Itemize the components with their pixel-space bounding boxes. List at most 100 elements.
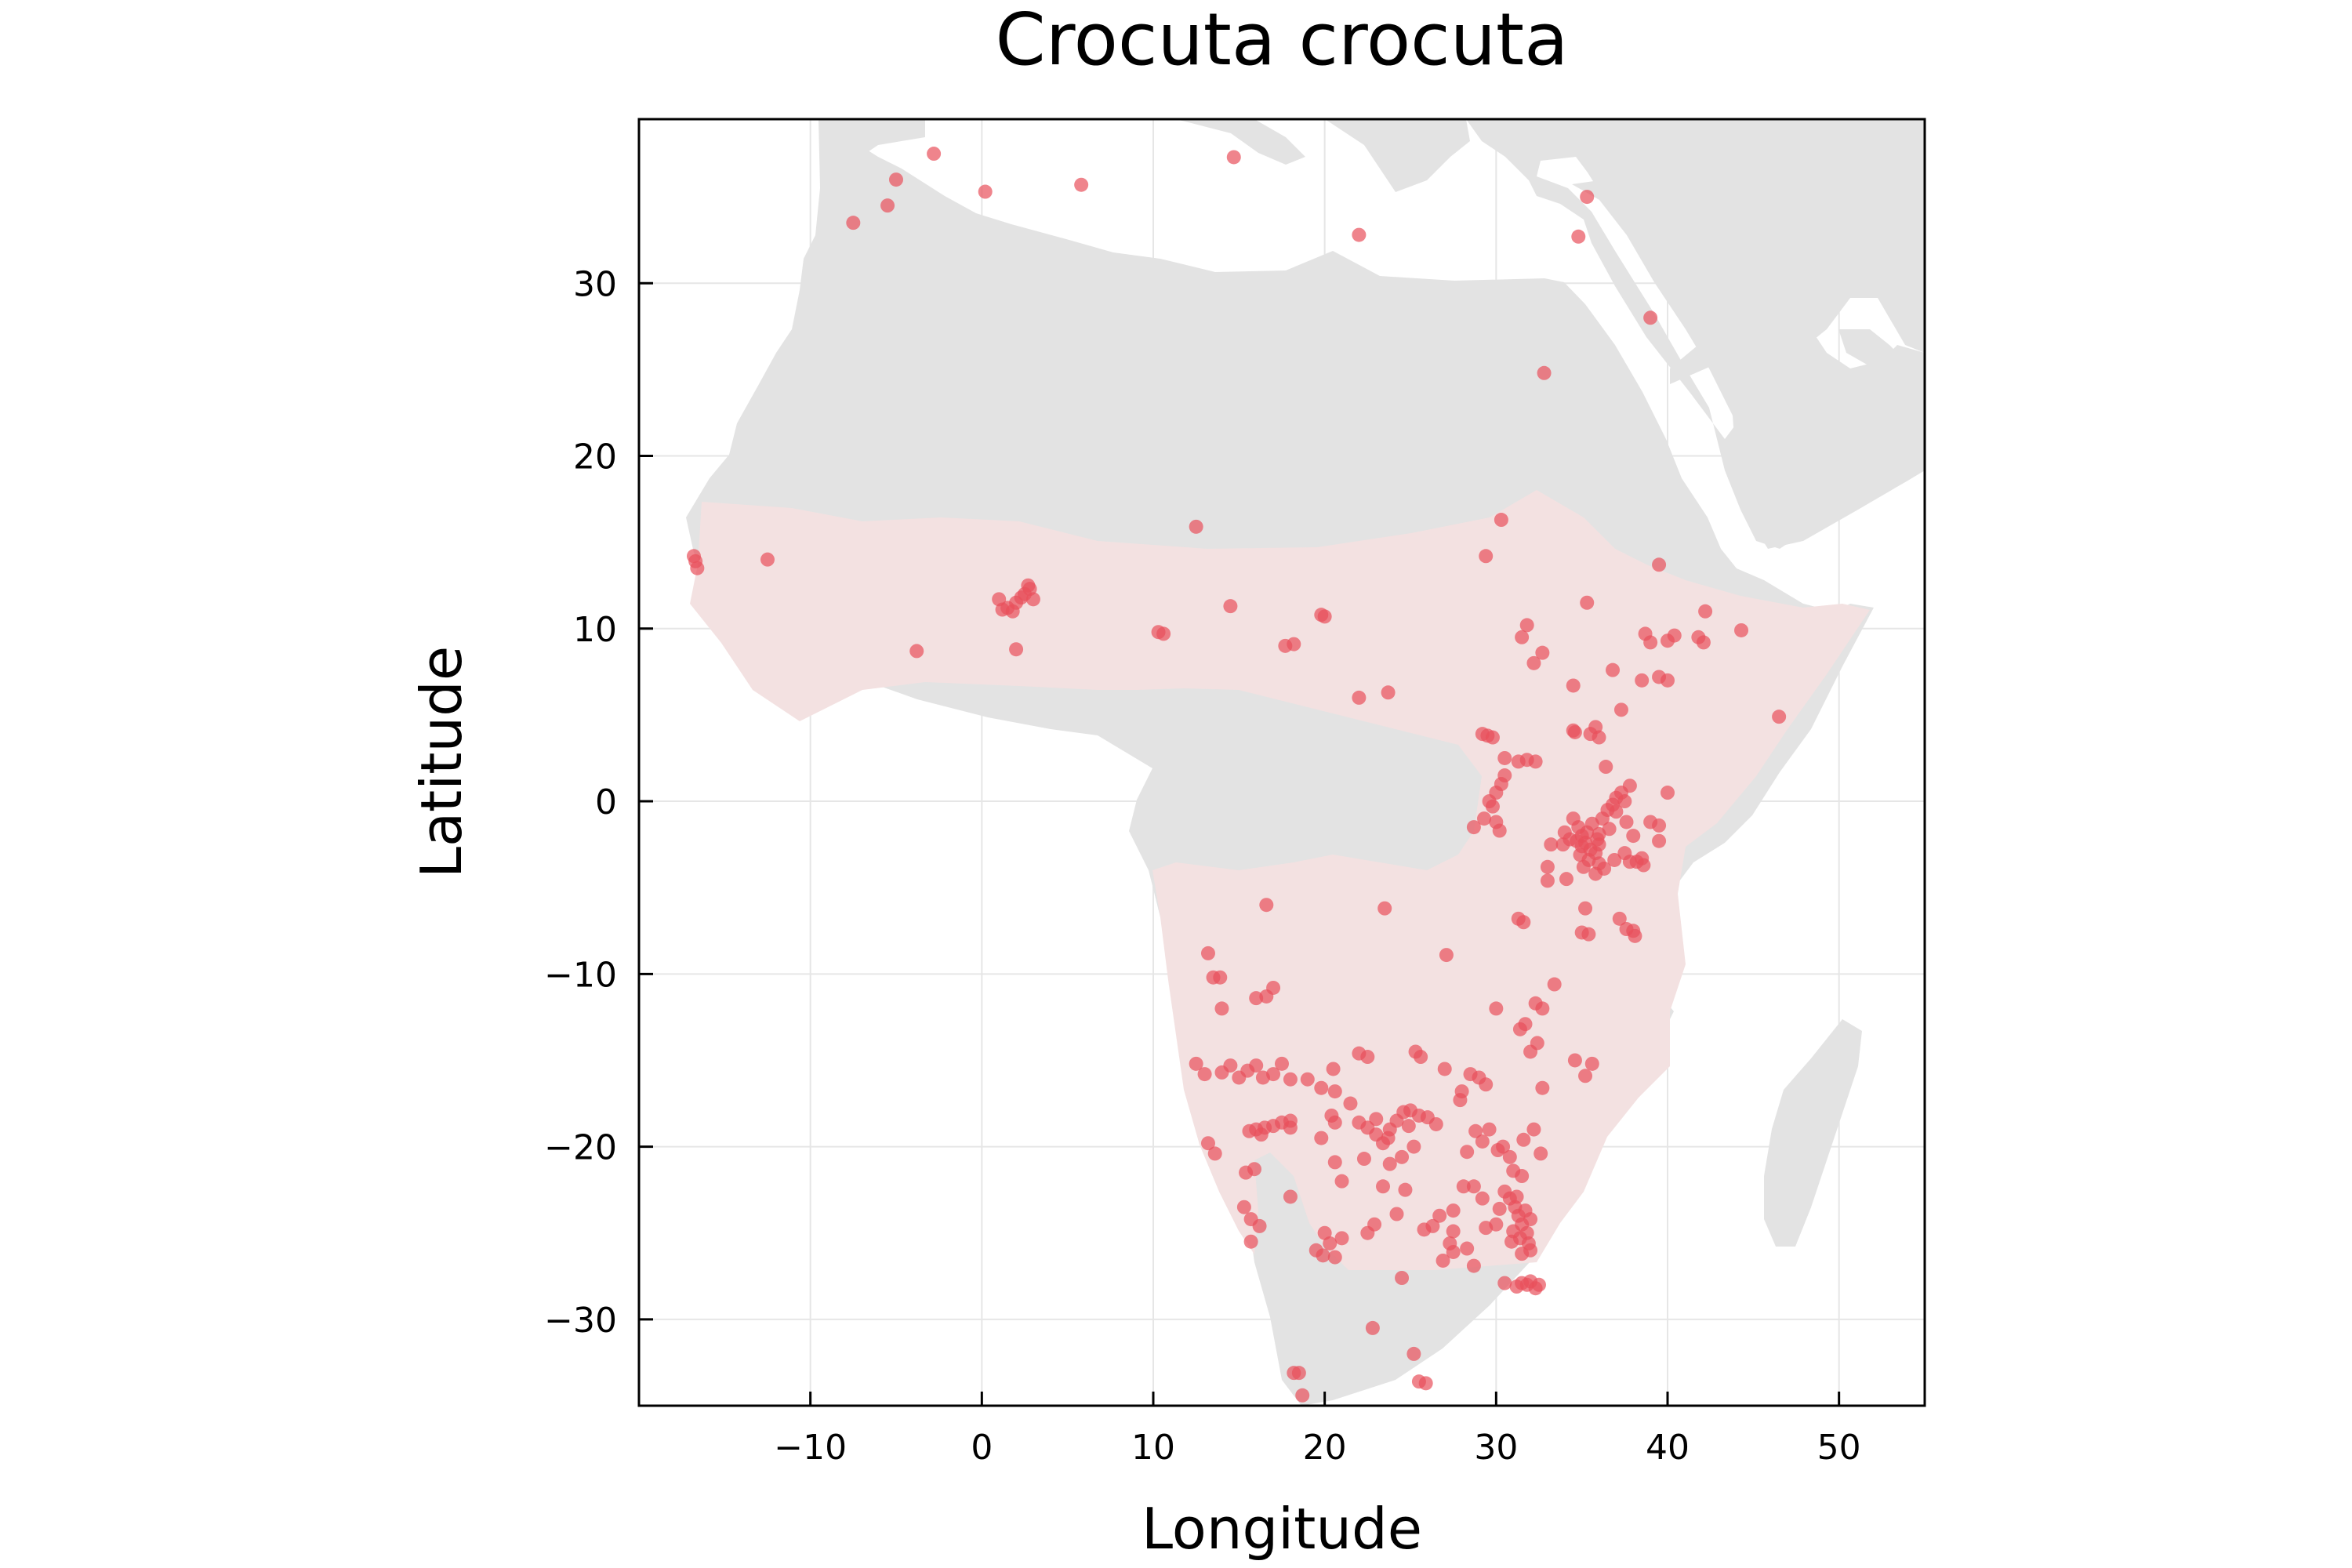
occurrence-point — [1540, 873, 1555, 888]
occurrence-point — [1590, 832, 1605, 847]
occurrence-point — [1580, 595, 1595, 610]
y-tick-label: 10 — [573, 610, 617, 650]
occurrence-point — [1494, 513, 1508, 528]
occurrence-point — [1376, 1179, 1391, 1194]
occurrence-point — [1327, 1250, 1342, 1265]
occurrence-point — [1382, 1156, 1397, 1171]
occurrence-point — [1283, 1072, 1298, 1087]
y-axis-label: Latitude — [408, 646, 474, 878]
occurrence-point — [1334, 1174, 1349, 1189]
occurrence-point — [880, 198, 895, 213]
occurrence-point — [1526, 655, 1541, 670]
occurrence-point — [846, 216, 861, 230]
balkans-landmass — [1325, 119, 1470, 192]
occurrence-point — [1544, 837, 1559, 852]
occurrence-point — [1446, 1244, 1461, 1259]
occurrence-point — [1254, 1127, 1269, 1142]
occurrence-point — [1418, 1376, 1433, 1391]
occurrence-point — [1425, 1218, 1440, 1233]
occurrence-point — [978, 184, 993, 199]
y-tick-label: 0 — [595, 782, 617, 822]
occurrence-point — [1509, 1189, 1524, 1204]
x-tick-label: 20 — [1303, 1428, 1347, 1468]
occurrence-point — [1479, 549, 1494, 564]
occurrence-point — [909, 644, 924, 659]
occurrence-point — [1626, 829, 1641, 844]
y-tick-label: −20 — [544, 1128, 617, 1168]
occurrence-point — [1512, 1022, 1527, 1036]
occurrence-point — [1532, 1277, 1546, 1292]
occurrence-point — [1283, 1189, 1298, 1204]
occurrence-point — [1485, 799, 1500, 814]
x-axis-ticks: −10 0 10 20 30 40 50 — [774, 1392, 1861, 1468]
occurrence-point — [1643, 635, 1658, 650]
occurrence-point — [1607, 852, 1622, 867]
occurrence-point — [1460, 1241, 1475, 1256]
occurrence-point — [1074, 177, 1089, 192]
occurrence-point — [1509, 1279, 1524, 1294]
y-axis-ticks: −30 −20 −10 0 10 20 30 — [544, 264, 653, 1341]
occurrence-point — [1314, 1080, 1329, 1095]
occurrence-point — [1395, 1271, 1410, 1286]
occurrence-point — [1200, 1136, 1215, 1151]
occurrence-point — [1025, 592, 1040, 607]
occurrence-point — [1189, 519, 1203, 534]
occurrence-point — [1197, 1067, 1212, 1082]
occurrence-point — [889, 172, 903, 187]
occurrence-point — [1466, 1179, 1481, 1194]
occurrence-point — [1619, 815, 1634, 829]
occurrence-point — [1406, 1139, 1421, 1154]
arabian-peninsula — [1572, 180, 1925, 549]
occurrence-point — [1555, 837, 1570, 852]
chart-title: Crocuta crocuta — [996, 0, 1569, 82]
occurrence-point — [1528, 754, 1543, 769]
occurrence-point — [1504, 1234, 1519, 1249]
occurrence-point — [1381, 685, 1396, 700]
occurrence-point — [1243, 1234, 1258, 1249]
x-axis-label: Longitude — [1142, 1496, 1422, 1562]
occurrence-point — [1492, 823, 1507, 838]
occurrence-point — [1287, 637, 1301, 652]
occurrence-point — [1583, 727, 1598, 742]
occurrence-point — [1518, 1203, 1533, 1218]
occurrence-point — [1295, 1388, 1310, 1403]
occurrence-point — [1432, 1208, 1447, 1223]
occurrence-point — [1365, 1320, 1380, 1335]
occurrence-point — [1475, 1134, 1490, 1149]
occurrence-point — [1661, 786, 1675, 800]
occurrence-point — [1300, 1072, 1315, 1087]
occurrence-point — [1021, 578, 1036, 593]
occurrence-point — [1581, 927, 1596, 942]
y-tick-label: −10 — [544, 955, 617, 995]
madagascar-landmass — [1764, 1019, 1862, 1247]
occurrence-point — [1523, 1243, 1538, 1258]
occurrence-point — [1213, 970, 1228, 985]
occurrence-point — [995, 602, 1010, 617]
occurrence-point — [1389, 1207, 1404, 1221]
occurrence-point — [1506, 1163, 1521, 1178]
occurrence-point — [1291, 1366, 1306, 1381]
occurrence-point — [1200, 946, 1215, 960]
occurrence-point — [1617, 794, 1632, 809]
occurrence-point — [1369, 1112, 1384, 1127]
occurrence-point — [1242, 1123, 1257, 1138]
occurrence-point — [1446, 1203, 1461, 1218]
occurrence-point — [1156, 626, 1171, 641]
occurrence-point — [1334, 1231, 1349, 1246]
occurrence-point — [1482, 1122, 1497, 1137]
occurrence-point — [1566, 678, 1581, 693]
occurrence-point — [1535, 645, 1550, 660]
occurrence-point — [1377, 901, 1392, 916]
x-tick-label: 0 — [971, 1428, 993, 1468]
occurrence-point — [1540, 859, 1555, 874]
occurrence-point — [1343, 1096, 1358, 1111]
occurrence-point — [1314, 1131, 1329, 1145]
occurrence-point — [1609, 804, 1624, 819]
occurrence-point — [1247, 1162, 1262, 1177]
occurrence-point — [1326, 1062, 1341, 1076]
occurrence-point — [1236, 1200, 1251, 1214]
occurrence-point — [1283, 1113, 1298, 1128]
occurrence-point — [1327, 1115, 1342, 1130]
occurrence-point — [1772, 710, 1787, 724]
